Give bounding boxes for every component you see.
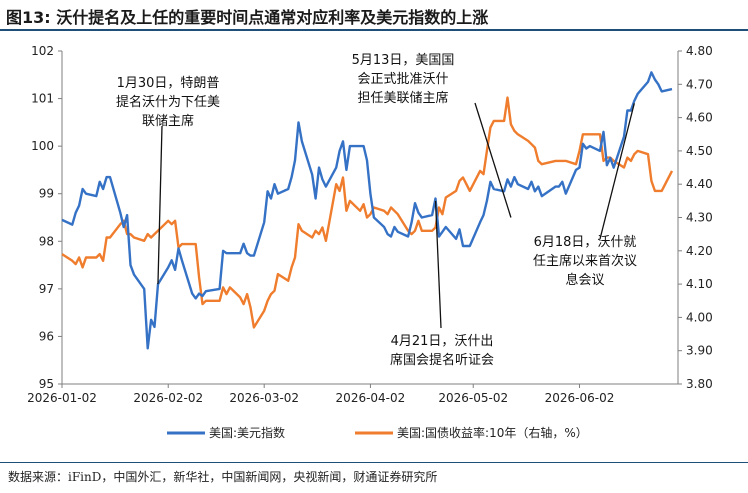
left-axis-tick-label: 98 (39, 234, 54, 248)
legend-label-1: 美国:美元指数 (209, 425, 285, 440)
right-axis-tick-label: 4.50 (686, 144, 713, 158)
legend-label-2: 美国:国债收益率:10年（右轴，%） (397, 425, 588, 440)
axes: 95 96 97 98 99 100 101 102 3.80 3.90 4.00 4.10 4.20 4… (27, 44, 713, 405)
x-axis-tick-label: 2026-06-02 (545, 391, 615, 405)
series-line-2 (61, 96, 674, 329)
left-axis-tick-label: 97 (39, 282, 54, 296)
annotation-text: 会正式批准沃什 (357, 72, 448, 87)
x-axis-tick-label: 2026-03-02 (229, 391, 299, 405)
annotation-text: 息会议 (565, 272, 604, 288)
source-note: 数据来源：iFinD，中国外汇，新华社，中国新闻网，央视新闻，财通证券研究所 (8, 470, 438, 484)
x-axis-tick-label: 2026-02-02 (133, 391, 203, 405)
annotation-text: 4月21日，沃什出 (391, 334, 494, 349)
right-axis-tick-label: 4.00 (686, 310, 713, 324)
annotation-leader-line (599, 103, 635, 240)
annotation-leader-line (157, 125, 163, 285)
title-divider (0, 29, 748, 31)
right-axis-tick-label: 4.60 (686, 111, 713, 125)
left-axis-tick-label: 95 (39, 377, 54, 391)
series-line-1 (61, 71, 673, 350)
chart: 95 96 97 98 99 100 101 102 3.80 3.90 4.00 4.10 4.20 4… (27, 44, 713, 440)
annotation-text: 任主席以来首次议 (533, 253, 637, 269)
annotation-text: 1月30日，特朗普 (117, 76, 220, 91)
series-layer (61, 71, 674, 350)
x-axis-tick-label: 2026-04-02 (336, 391, 406, 405)
annotation-text: 席国会提名听证会 (390, 352, 494, 368)
annotation-text: 6月18日，沃什就 (534, 235, 637, 250)
legend: 美国:美元指数 美国:国债收益率:10年（右轴，%） (167, 425, 588, 440)
right-axis-tick-label: 3.80 (686, 377, 713, 391)
annotation-leader-line (434, 200, 442, 329)
x-axis-tick-label: 2026-05-02 (438, 391, 508, 405)
source-divider (0, 462, 748, 463)
right-axis-tick-label: 4.70 (686, 77, 713, 91)
right-axis-tick-label: 4.20 (686, 244, 713, 258)
left-axis-tick-label: 96 (39, 329, 54, 343)
right-axis-tick-label: 4.40 (686, 177, 713, 191)
annotation-text: 担任美联储主席 (357, 90, 448, 106)
figure-title: 图13: 沃什提名及上任的重要时间点通常对应利率及美元指数的上涨 (6, 8, 489, 27)
annotation-leader-line (474, 102, 512, 218)
right-axis-tick-label: 4.80 (686, 44, 713, 58)
title-bar: 图13: 沃什提名及上任的重要时间点通常对应利率及美元指数的上涨 (0, 0, 748, 31)
right-axis-tick-label: 3.90 (686, 344, 713, 358)
annotation-text: 联储主席 (142, 113, 194, 129)
left-axis-tick-label: 101 (31, 92, 54, 106)
left-axis-tick-label: 99 (39, 187, 54, 201)
x-axis-tick-label: 2026-01-02 (27, 391, 97, 405)
right-axis-tick-label: 4.30 (686, 211, 713, 225)
annotation-text: 5月13日，美国国 (352, 53, 455, 68)
left-axis-tick-label: 100 (31, 139, 54, 153)
right-axis-tick-label: 4.10 (686, 277, 713, 291)
left-axis-tick-label: 102 (31, 44, 54, 58)
annotation-text: 提名沃什为下任美 (116, 94, 220, 110)
